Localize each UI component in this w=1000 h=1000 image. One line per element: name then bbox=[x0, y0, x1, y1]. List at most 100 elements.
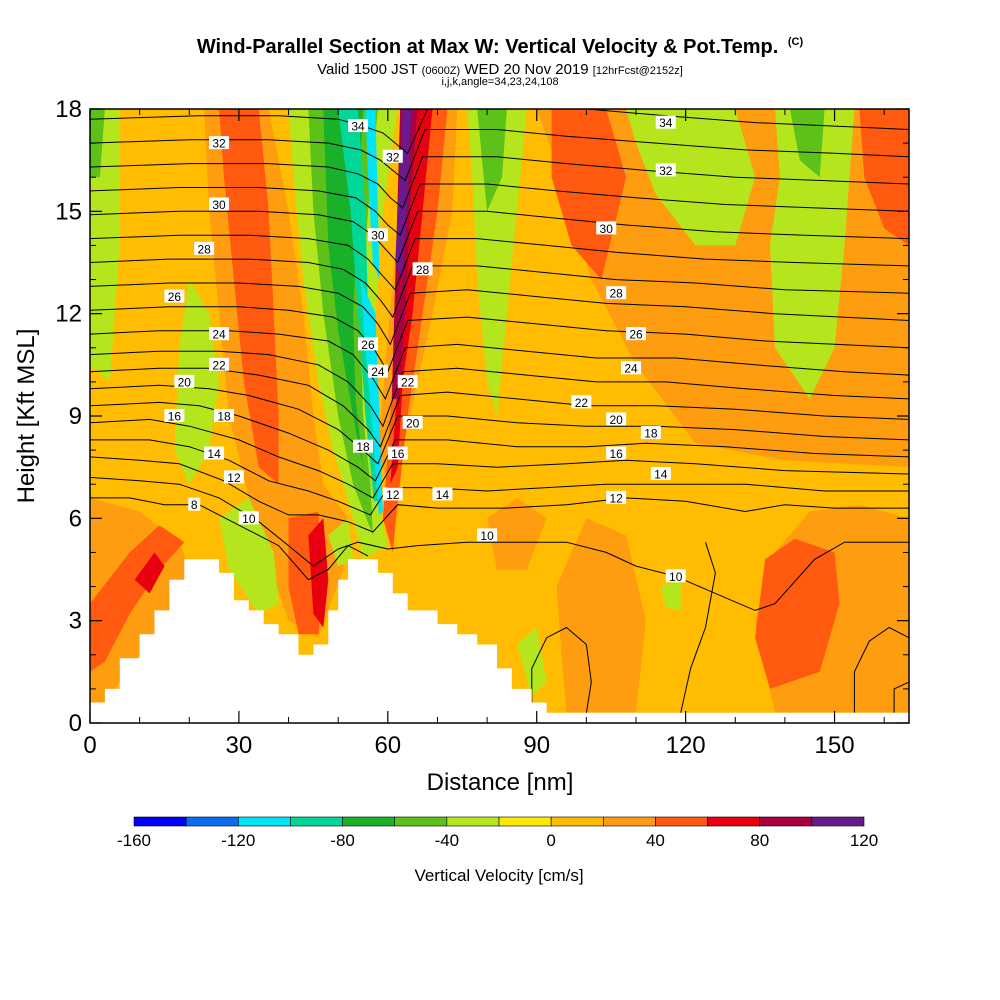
theta-label-text: 20 bbox=[178, 375, 192, 389]
theta-label-8: 18 bbox=[214, 409, 235, 424]
theta-label-5: 24 bbox=[209, 327, 230, 342]
terrain-layer bbox=[90, 559, 909, 723]
theta-label-text: 34 bbox=[351, 120, 365, 134]
theta-label-13: 8 bbox=[188, 497, 201, 512]
terrain-mask bbox=[90, 559, 909, 723]
theta-label-bg bbox=[209, 327, 230, 341]
theta-label-text: 8 bbox=[191, 498, 198, 512]
theta-label-bg bbox=[223, 470, 244, 484]
colorbar-label: Vertical Velocity [cm/s] bbox=[414, 866, 583, 885]
theta-label-text: 22 bbox=[575, 396, 589, 410]
theta-label-22: 16 bbox=[387, 446, 408, 461]
colorbar-tick-label: -80 bbox=[330, 831, 355, 850]
theta-label-bg bbox=[209, 136, 230, 150]
velocity-region-23 bbox=[770, 109, 855, 399]
theta-label-35: 16 bbox=[606, 446, 627, 461]
theta-label-bg bbox=[382, 149, 403, 163]
theta-label-text: 24 bbox=[371, 365, 385, 379]
theta-label-bg bbox=[606, 286, 627, 300]
theta-label-text: 16 bbox=[609, 447, 623, 461]
theta-label-bg bbox=[367, 364, 388, 378]
velocity-region-6 bbox=[556, 518, 646, 713]
velocity-region-32 bbox=[789, 109, 825, 178]
y-tick-label: 18 bbox=[55, 96, 82, 123]
theta-label-text: 28 bbox=[416, 263, 430, 277]
theta-label-38: 10 bbox=[665, 569, 686, 584]
theta-label-19: 22 bbox=[397, 374, 418, 389]
theta-label-4: 26 bbox=[164, 289, 185, 304]
theta-label-text: 20 bbox=[609, 413, 623, 427]
theta-label-bg bbox=[655, 163, 676, 177]
theta-label-23: 12 bbox=[382, 487, 403, 502]
theta-label-bg bbox=[209, 197, 230, 211]
theta-label-bg bbox=[164, 289, 185, 303]
theta-label-21: 18 bbox=[353, 439, 373, 454]
chart-indices: i,j,k,angle=34,23,24,108 bbox=[0, 76, 1000, 88]
contour-label-layer: 34 32 30 28 26 24 22 20 18 16 14 12 10 8 32 30 28 26 24 22 2… bbox=[164, 115, 686, 584]
theta-label-2: 30 bbox=[209, 197, 230, 212]
colorbar-segment bbox=[342, 816, 396, 827]
theta-label-bg bbox=[164, 409, 185, 422]
theta-label-bg bbox=[606, 490, 627, 504]
theta-label-text: 22 bbox=[212, 358, 226, 372]
theta-label-text: 12 bbox=[609, 491, 623, 505]
theta-label-text: 18 bbox=[356, 440, 370, 454]
shallow-contour-1 bbox=[680, 542, 716, 713]
theta-label-bg bbox=[402, 415, 423, 429]
theta-label-text: 14 bbox=[207, 447, 221, 461]
theta-label-bg bbox=[367, 228, 388, 242]
colorbar-tick-label: 120 bbox=[850, 831, 878, 850]
velocity-region-17 bbox=[134, 552, 165, 594]
x-tick-label: 0 bbox=[83, 732, 96, 759]
theta-label-11: 12 bbox=[223, 470, 244, 485]
theta-label-bg bbox=[209, 357, 230, 371]
theta-label-bg bbox=[650, 466, 671, 480]
theta-label-text: 12 bbox=[386, 488, 400, 502]
velocity-fill-layer bbox=[90, 109, 909, 723]
theta-label-bg bbox=[596, 221, 617, 235]
theta-label-bg bbox=[571, 395, 592, 409]
theta-label-bg bbox=[382, 487, 403, 501]
colorbar-segment bbox=[655, 816, 708, 827]
colorbar-segment bbox=[498, 816, 552, 827]
y-tick-label: 12 bbox=[55, 301, 82, 328]
theta-label-text: 32 bbox=[212, 137, 226, 151]
theta-label-bg bbox=[194, 241, 215, 255]
theta-contour-46 bbox=[586, 109, 909, 130]
theta-contour-40 bbox=[90, 156, 909, 209]
theta-label-25: 10 bbox=[477, 528, 498, 543]
colorbar-segment bbox=[185, 816, 239, 827]
theta-label-bg bbox=[214, 409, 235, 422]
colorbar: -160 -120 -80 -40 0 40 80 120 bbox=[117, 816, 878, 850]
colorbar-segment bbox=[550, 816, 604, 827]
velocity-region-7 bbox=[487, 497, 547, 570]
indices-text: i,j,k,angle=34,23,24,108 bbox=[441, 76, 559, 88]
x-tick-label: 150 bbox=[815, 732, 855, 759]
colorbar-tick-label: -160 bbox=[117, 831, 151, 850]
theta-label-text: 10 bbox=[242, 512, 256, 526]
colorbar-tick-label: -40 bbox=[435, 831, 460, 850]
velocity-region-9 bbox=[219, 109, 279, 485]
colorbar-tick-label: 0 bbox=[546, 831, 555, 850]
theta-label-text: 28 bbox=[197, 242, 211, 256]
theta-label-bg bbox=[640, 426, 661, 440]
theta-label-16: 28 bbox=[412, 262, 433, 277]
theta-label-text: 10 bbox=[480, 529, 494, 543]
velocity-region-14 bbox=[755, 538, 840, 689]
theta-label-bg bbox=[432, 487, 453, 501]
colorbar-tick-label: -120 bbox=[221, 831, 255, 850]
theta-contour-38 bbox=[90, 183, 909, 237]
x-axis-label: Distance [nm] bbox=[427, 769, 574, 796]
theta-label-17: 26 bbox=[357, 337, 378, 352]
x-tick-label: 90 bbox=[523, 732, 550, 759]
theta-label-9: 16 bbox=[164, 409, 185, 424]
theta-label-bg bbox=[606, 446, 627, 460]
chart-title-main: Wind-Parallel Section at Max W: Vertical… bbox=[196, 36, 779, 58]
theta-label-text: 30 bbox=[600, 222, 614, 236]
theta-label-bg bbox=[626, 327, 646, 341]
velocity-region-29 bbox=[660, 579, 681, 611]
theta-label-bg bbox=[357, 337, 378, 351]
theta-label-bg bbox=[412, 262, 433, 276]
theta-label-14: 32 bbox=[382, 149, 403, 164]
theta-label-31: 24 bbox=[621, 361, 642, 376]
